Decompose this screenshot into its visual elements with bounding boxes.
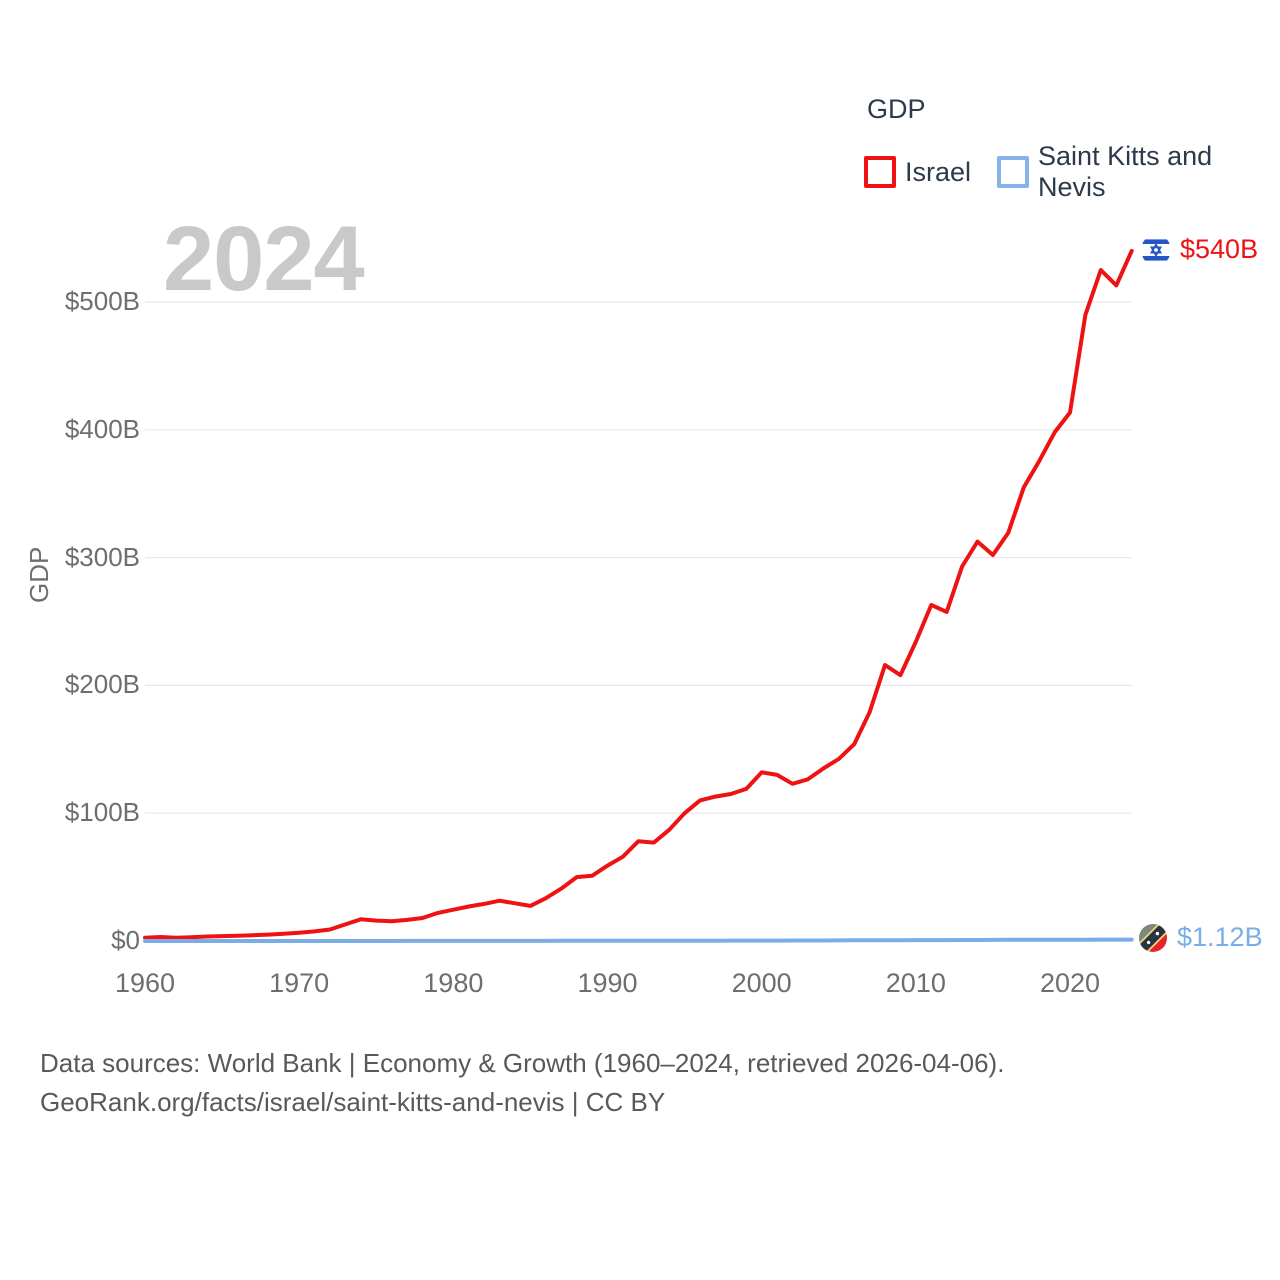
y-tick-label: $400B <box>64 413 140 444</box>
y-tick-label: $500B <box>64 286 140 316</box>
x-tick-label: 1960 <box>114 968 176 998</box>
data-sources-footer: Data sources: World Bank | Economy & Gro… <box>40 1044 1004 1122</box>
y-tick-label: $200B <box>64 669 140 700</box>
saint-kitts-and-nevis-end-label: $1.12B <box>1138 922 1263 953</box>
attribution-line: GeoRank.org/facts/israel/saint-kitts-and… <box>40 1087 666 1117</box>
legend-item-label: Saint Kitts and Nevis <box>1038 141 1213 202</box>
legend-title: GDP <box>867 94 926 124</box>
saint-kitts-and-nevis-end-value: $1.12B <box>1177 922 1263 952</box>
x-tick-label: 2010 <box>885 968 946 998</box>
year-watermark: 2024 <box>163 208 365 310</box>
legend-item-israel[interactable]: Israel <box>864 141 971 203</box>
x-tick-label: 1970 <box>269 968 330 998</box>
y-tick-label: $300B <box>64 541 140 572</box>
series-line-israel <box>143 248 1134 940</box>
saint-kitts-and-nevis-flag-icon <box>1139 923 1167 952</box>
y-tick-label: $100B <box>64 797 140 828</box>
israel-series-swatch <box>864 156 896 188</box>
x-tick-label: 1980 <box>423 968 484 998</box>
x-tick-label: 2000 <box>731 968 792 998</box>
series-line-saint-kitts-and-nevis <box>143 937 1134 943</box>
israel-flag-icon <box>1142 235 1170 264</box>
x-tick-label: 1990 <box>577 968 638 998</box>
legend: GDP Israel Saint Kitts and Nevis <box>864 94 1280 203</box>
israel-end-label: $540B <box>1141 234 1258 265</box>
legend-item-saint-kitts-and-nevis[interactable]: Saint Kitts and Nevis <box>997 141 1280 203</box>
saint-kitts-and-nevis-series-swatch <box>997 156 1030 188</box>
legend-item-label: Israel <box>905 156 972 187</box>
y-tick-label: $0 <box>111 925 140 955</box>
x-tick-label: 2020 <box>1039 968 1101 998</box>
israel-end-value: $540B <box>1180 234 1259 264</box>
legend-items: Israel Saint Kitts and Nevis <box>864 141 1280 203</box>
data-sources-line: Data sources: World Bank | Economy & Gro… <box>40 1048 1005 1078</box>
